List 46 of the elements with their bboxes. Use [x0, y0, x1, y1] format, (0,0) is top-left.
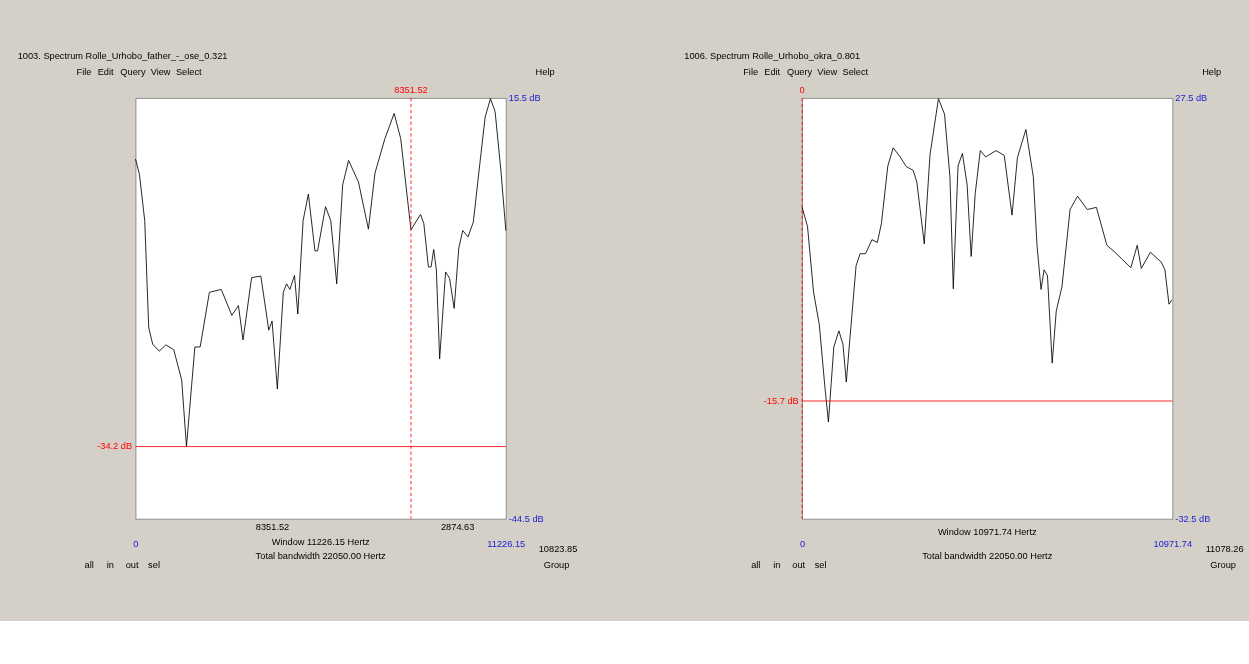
text: View	[150, 67, 171, 78]
x-tick-label: 11226.15	[487, 539, 526, 549]
text: in	[106, 559, 114, 570]
y-tick-label: 27.5 dB	[1175, 92, 1208, 103]
chart-title: 1006. Spectrum Rolle_Urhobo_okra_0.801	[684, 51, 861, 62]
y-tick-label: -44.5 dB	[508, 513, 544, 524]
text: out	[792, 559, 806, 570]
line-series	[801, 98, 1173, 423]
text: Edit	[764, 67, 781, 78]
text: Window 10971.74 Hertz	[937, 526, 1037, 537]
text: File	[76, 67, 92, 78]
line-series	[135, 98, 507, 447]
text: Query	[120, 67, 146, 78]
text: View	[817, 67, 838, 78]
text: File	[743, 67, 759, 78]
text: sel	[148, 559, 160, 570]
x-tick-label: 0	[133, 539, 139, 549]
x-tick-label: 0	[799, 539, 806, 549]
text: 2874.63	[440, 521, 475, 532]
text: all	[751, 559, 761, 570]
text: Group	[1210, 559, 1236, 570]
ref-line-label: 0	[799, 84, 805, 95]
text: all	[84, 559, 94, 570]
text: Edit	[97, 67, 114, 78]
y-tick-label: 15.5 dB	[508, 92, 541, 103]
ref-line-label: -15.7 dB	[763, 395, 799, 406]
text: sel	[814, 559, 827, 570]
ref-line-label: -34.2 dB	[97, 441, 133, 452]
x-tick-label: 10971.74	[1153, 539, 1193, 549]
text: Window 11226.15 Hertz	[271, 536, 371, 547]
text: Select	[175, 67, 203, 78]
chart-title: 1003. Spectrum Rolle_Urhobo_father_-_ose_0.321	[17, 51, 228, 62]
text: 8351.52	[255, 521, 290, 532]
text: Help	[535, 67, 555, 78]
ref-line-label: 8351.52	[394, 84, 428, 95]
text: Select	[842, 67, 869, 78]
text: 11078.26	[1205, 543, 1244, 554]
text: in	[773, 559, 781, 570]
text: Total bandwidth 22050.00 Hertz	[922, 551, 1053, 562]
text: Group	[543, 559, 570, 570]
text: 10823.85	[538, 543, 578, 554]
y-tick-label: -32.5 dB	[1175, 513, 1211, 524]
text: out	[125, 559, 139, 570]
text: Help	[1202, 67, 1222, 78]
text: Total bandwidth 22050.00 Hertz	[255, 551, 387, 562]
text: Query	[786, 67, 813, 78]
